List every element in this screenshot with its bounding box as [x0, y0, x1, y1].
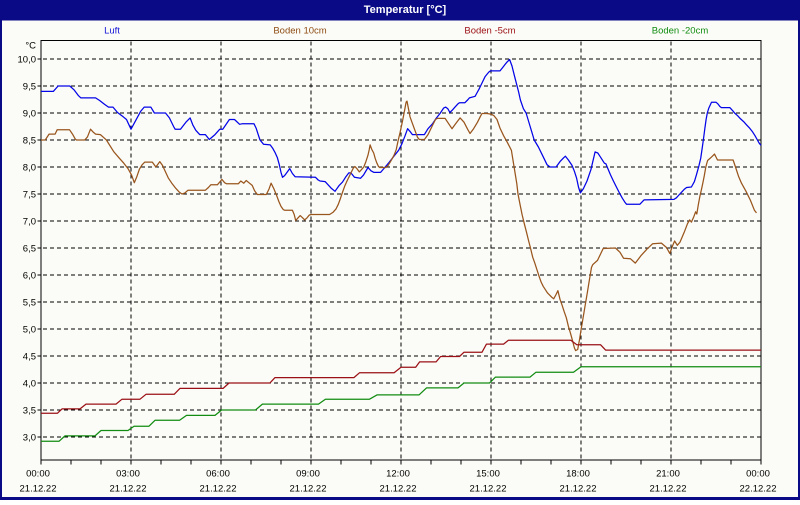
svg-text:00:00: 00:00 — [746, 469, 770, 480]
svg-text:Boden -20cm: Boden -20cm — [652, 26, 709, 37]
svg-text:21.12.22: 21.12.22 — [470, 484, 507, 495]
svg-text:°C: °C — [25, 41, 36, 52]
svg-text:7,5: 7,5 — [23, 190, 36, 201]
svg-text:4,5: 4,5 — [23, 352, 36, 363]
svg-text:21.12.22: 21.12.22 — [200, 484, 237, 495]
svg-text:Luft: Luft — [104, 26, 120, 37]
svg-text:15:00: 15:00 — [476, 469, 500, 480]
svg-text:8,5: 8,5 — [23, 136, 36, 147]
svg-text:Boden 10cm: Boden 10cm — [273, 26, 326, 37]
svg-text:03:00: 03:00 — [116, 469, 140, 480]
svg-text:21.12.22: 21.12.22 — [290, 484, 327, 495]
svg-text:9,0: 9,0 — [23, 109, 36, 120]
svg-text:21.12.22: 21.12.22 — [110, 484, 147, 495]
svg-text:09:00: 09:00 — [296, 469, 320, 480]
svg-text:06:00: 06:00 — [206, 469, 230, 480]
svg-text:21.12.22: 21.12.22 — [380, 484, 417, 495]
svg-text:6,0: 6,0 — [23, 271, 36, 282]
svg-text:21.12.22: 21.12.22 — [20, 484, 57, 495]
svg-text:8,0: 8,0 — [23, 163, 36, 174]
svg-text:7,0: 7,0 — [23, 217, 36, 228]
svg-text:6,5: 6,5 — [23, 244, 36, 255]
svg-text:18:00: 18:00 — [566, 469, 590, 480]
svg-text:5,5: 5,5 — [23, 298, 36, 309]
svg-text:21.12.22: 21.12.22 — [560, 484, 597, 495]
svg-text:Boden -5cm: Boden -5cm — [464, 26, 515, 37]
svg-text:5,0: 5,0 — [23, 325, 36, 336]
svg-text:21.12.22: 21.12.22 — [650, 484, 687, 495]
svg-text:21:00: 21:00 — [656, 469, 680, 480]
svg-text:4,0: 4,0 — [23, 379, 36, 390]
svg-text:3,5: 3,5 — [23, 406, 36, 417]
svg-text:3,0: 3,0 — [23, 433, 36, 444]
svg-text:Temperatur [°C]: Temperatur [°C] — [364, 4, 447, 16]
svg-text:00:00: 00:00 — [26, 469, 50, 480]
svg-text:9,5: 9,5 — [23, 82, 36, 93]
svg-text:22.12.22: 22.12.22 — [740, 484, 777, 495]
svg-text:10,0: 10,0 — [18, 55, 37, 66]
svg-text:12:00: 12:00 — [386, 469, 410, 480]
